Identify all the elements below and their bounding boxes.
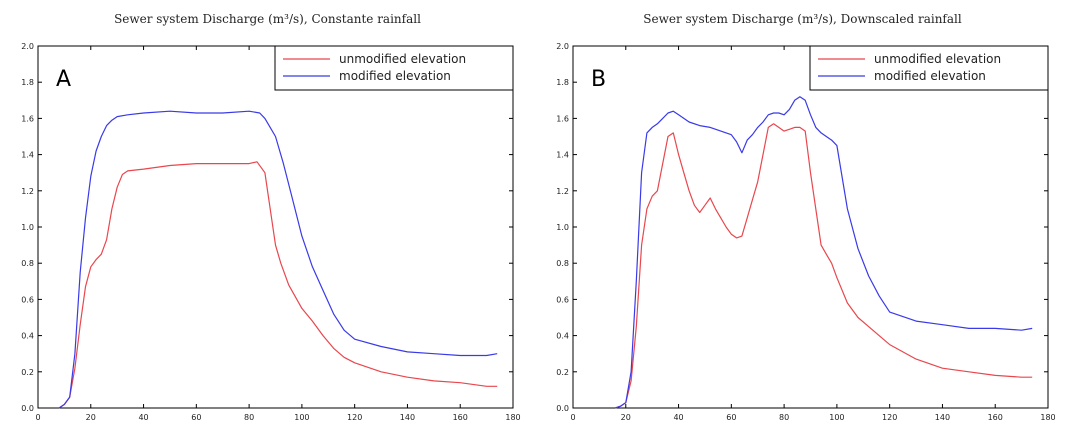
chart-panel-b: Sewer system Discharge (m³/s), Downscale…	[535, 0, 1070, 425]
series-line-unmodified	[58, 161, 498, 409]
series-line-modified	[58, 110, 498, 409]
y-tick-label: 0.8	[21, 259, 34, 268]
y-tick-label: 1.2	[556, 187, 569, 196]
x-tick-label: 20	[86, 413, 96, 422]
y-tick-label: 0.4	[556, 332, 569, 341]
series-line-unmodified	[615, 123, 1033, 409]
x-tick-label: 20	[621, 413, 631, 422]
panel-letter: B	[591, 67, 606, 92]
x-tick-label: 60	[191, 413, 201, 422]
y-tick-label: 0.6	[21, 295, 34, 304]
y-tick-label: 0.4	[21, 332, 34, 341]
x-tick-label: 40	[138, 413, 148, 422]
legend-label: modified elevation	[339, 69, 451, 83]
chart-title: Sewer system Discharge (m³/s), Downscale…	[643, 12, 962, 26]
x-tick-label: 80	[244, 413, 254, 422]
y-tick-label: 1.0	[556, 223, 569, 232]
panel-letter: A	[56, 67, 71, 92]
y-tick-label: 1.8	[21, 78, 34, 87]
chart-title: Sewer system Discharge (m³/s), Constante…	[114, 12, 421, 26]
y-tick-label: 0.2	[556, 368, 569, 377]
y-tick-label: 0.0	[556, 404, 569, 413]
legend-label: unmodified elevation	[874, 52, 1001, 66]
x-tick-label: 100	[829, 413, 844, 422]
y-tick-label: 1.4	[21, 151, 34, 160]
legend-label: modified elevation	[874, 69, 986, 83]
legend-label: unmodified elevation	[339, 52, 466, 66]
y-tick-label: 1.6	[556, 114, 569, 123]
x-tick-label: 180	[1040, 413, 1055, 422]
x-tick-label: 40	[673, 413, 683, 422]
y-tick-label: 2.0	[556, 42, 569, 51]
y-tick-label: 0.0	[21, 404, 34, 413]
y-tick-label: 1.6	[21, 114, 34, 123]
x-tick-label: 60	[726, 413, 736, 422]
y-tick-label: 1.8	[556, 78, 569, 87]
y-tick-label: 0.8	[556, 259, 569, 268]
y-tick-label: 1.2	[21, 187, 34, 196]
x-tick-label: 0	[570, 413, 575, 422]
series-line-modified	[615, 96, 1033, 409]
x-tick-label: 120	[882, 413, 897, 422]
x-tick-label: 140	[400, 413, 415, 422]
chart-b-svg: 0.0 0.2 0.4 0.6 0.8 1.0 1.2 1.4 1.6 1.8 2.0 0 20 40 60…	[556, 42, 1055, 422]
x-tick-label: 160	[453, 413, 468, 422]
y-tick-label: 0.6	[556, 295, 569, 304]
legend-box	[274, 45, 514, 91]
x-tick-label: 140	[935, 413, 950, 422]
x-tick-label: 80	[779, 413, 789, 422]
legend-box	[809, 45, 1049, 91]
chart-a-svg: 0.0 0.2 0.4 0.6 0.8 1.0 1.2 1.4 1.6 1.8 2.0 0 20 40 60…	[21, 42, 520, 422]
x-tick-label: 120	[347, 413, 362, 422]
chart-panel-a: Sewer system Discharge (m³/s), Constante…	[21, 12, 520, 422]
x-tick-label: 0	[35, 413, 40, 422]
x-tick-label: 180	[505, 413, 520, 422]
y-tick-label: 1.4	[556, 151, 569, 160]
y-tick-label: 0.2	[21, 368, 34, 377]
x-tick-label: 160	[988, 413, 1003, 422]
x-tick-label: 100	[294, 413, 309, 422]
y-tick-label: 2.0	[21, 42, 34, 51]
y-tick-label: 1.0	[21, 223, 34, 232]
